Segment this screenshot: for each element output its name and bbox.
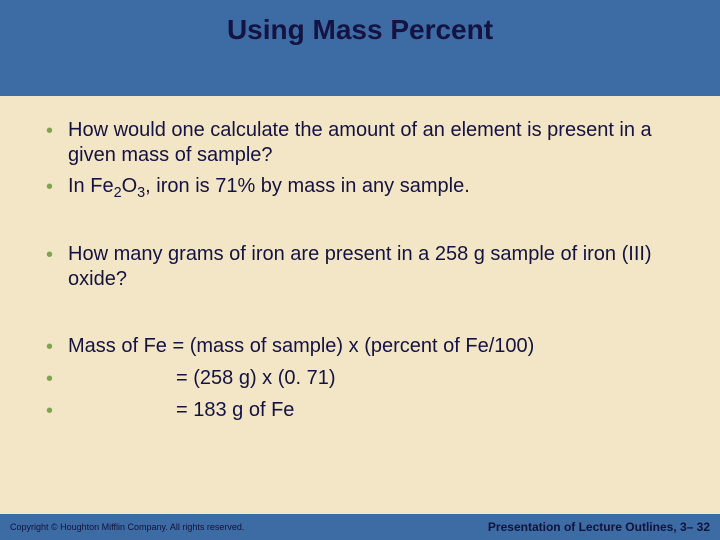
bullet-text: How would one calculate the amount of an…	[68, 118, 680, 168]
footer-prefix: Presentation of Lecture Outlines,	[488, 520, 680, 534]
bullet-text: How many grams of iron are present in a …	[68, 242, 680, 292]
slide-title: Using Mass Percent	[227, 14, 493, 46]
content-area: •How would one calculate the amount of a…	[0, 96, 720, 514]
bullet-text: Mass of Fe = (mass of sample) x (percent…	[68, 334, 680, 360]
bullet-marker: •	[40, 334, 68, 360]
bullet-marker: •	[40, 366, 68, 392]
spacer	[40, 298, 680, 334]
bullet-item: •Mass of Fe = (mass of sample) x (percen…	[40, 334, 680, 360]
bullet-marker: •	[40, 242, 68, 292]
bullet-text: = (258 g) x (0. 71)	[68, 366, 680, 392]
bullet-item: •In Fe2O3, iron is 71% by mass in any sa…	[40, 174, 680, 200]
title-bar: Using Mass Percent	[0, 0, 720, 96]
spacer	[40, 206, 680, 242]
bullet-marker: •	[40, 174, 68, 200]
bullet-marker: •	[40, 118, 68, 168]
bullet-item: •= 183 g of Fe	[40, 398, 680, 424]
bullet-text: = 183 g of Fe	[68, 398, 680, 424]
slide-number: Presentation of Lecture Outlines, 3– 32	[488, 520, 710, 534]
copyright-text: Copyright © Houghton Mifflin Company. Al…	[10, 522, 244, 532]
footer-bar: Copyright © Houghton Mifflin Company. Al…	[0, 514, 720, 540]
bullet-item: •How would one calculate the amount of a…	[40, 118, 680, 168]
bullet-item: •= (258 g) x (0. 71)	[40, 366, 680, 392]
bullet-item: •How many grams of iron are present in a…	[40, 242, 680, 292]
bullet-marker: •	[40, 398, 68, 424]
footer-suffix: 3– 32	[680, 520, 710, 534]
bullet-text: In Fe2O3, iron is 71% by mass in any sam…	[68, 174, 680, 200]
